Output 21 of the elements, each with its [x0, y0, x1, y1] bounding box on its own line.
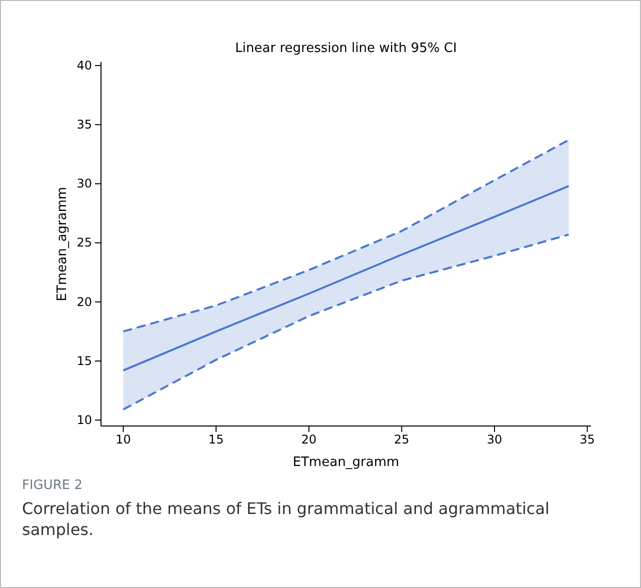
y-tick-label: 20 — [76, 294, 92, 309]
x-tick-label: 15 — [208, 432, 224, 447]
x-tick-label: 10 — [116, 432, 131, 447]
x-tick-label: 35 — [580, 432, 595, 447]
caption: FIGURE 2 — [22, 478, 84, 495]
x-tick-label: 20 — [301, 432, 317, 447]
chart-title: Linear regression line with 95% CI — [235, 41, 457, 56]
line-series — [122, 185, 570, 372]
y-axis-title: ETmean_agramm — [55, 186, 70, 302]
y-tick-label: 25 — [76, 236, 92, 250]
y-tick-label: 30 — [76, 176, 92, 191]
y-tick-label: 40 — [76, 58, 92, 72]
x-tick-label: 30 — [486, 432, 502, 447]
x-tick-label: 25 — [394, 432, 410, 447]
line-series — [122, 139, 570, 332]
line-series — [122, 234, 570, 410]
x-axis-title: ETmean_gramm — [292, 455, 400, 470]
text: Correlation of the means of ETs in grammatical and agrammatical samples. — [22, 498, 550, 540]
y-tick-label: 15 — [76, 354, 92, 368]
y-tick-label: 10 — [76, 412, 92, 427]
y-tick-label: 35 — [76, 117, 92, 132]
